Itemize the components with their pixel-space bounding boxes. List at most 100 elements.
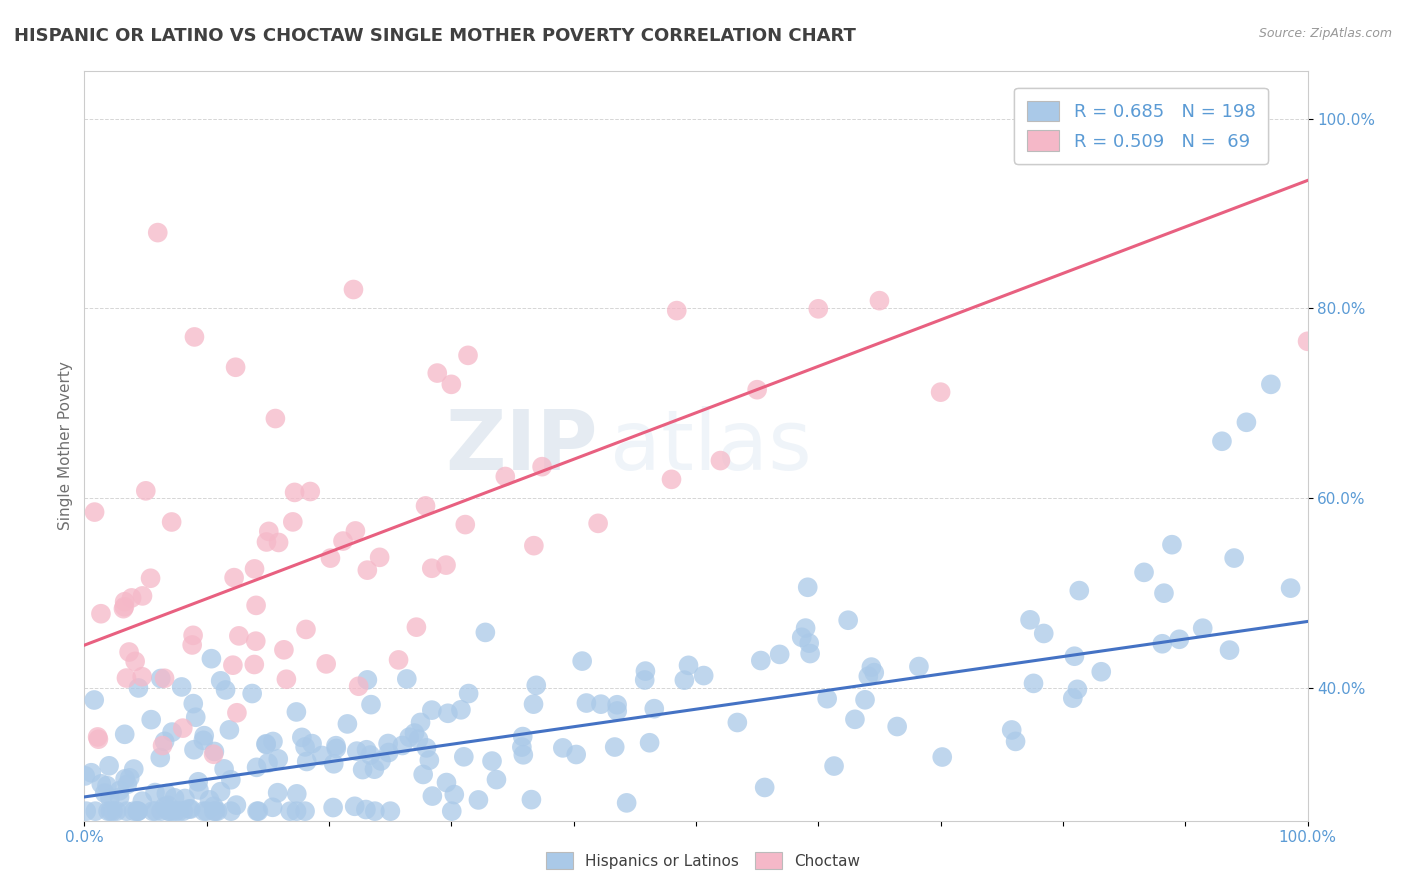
Point (254, 737, 277, 751)
Point (117, 777, 139, 791)
Point (1191, 621, 1213, 635)
Point (510, 740, 533, 755)
Point (1090, 665, 1112, 679)
Point (364, 804, 387, 818)
Point (395, 672, 418, 686)
Point (153, 800, 176, 814)
Point (266, 786, 288, 800)
Point (443, 788, 465, 802)
Point (240, 686, 263, 700)
Point (295, 755, 318, 769)
Point (807, 301, 830, 316)
Point (634, 673, 657, 687)
Point (420, 703, 443, 717)
Point (747, 383, 769, 397)
Point (450, 703, 472, 717)
Point (886, 719, 908, 733)
Point (114, 595, 136, 609)
Point (823, 759, 845, 773)
Point (160, 515, 183, 529)
Point (291, 731, 314, 745)
Point (860, 660, 883, 674)
Point (202, 804, 225, 818)
Point (405, 620, 427, 634)
Point (454, 517, 477, 532)
Point (108, 783, 131, 797)
Point (391, 739, 413, 753)
Point (254, 738, 277, 752)
Point (285, 804, 308, 818)
Point (198, 793, 221, 807)
Point (155, 787, 177, 801)
Point (141, 713, 163, 727)
Point (257, 756, 280, 770)
Legend: R = 0.685   N = 198, R = 0.509   N =  69: R = 0.685 N = 198, R = 0.509 N = 69 (1014, 88, 1268, 164)
Point (262, 734, 284, 748)
Point (368, 550, 391, 565)
Point (863, 665, 886, 680)
Point (301, 737, 323, 751)
Point (661, 472, 683, 486)
Point (1069, 583, 1091, 598)
Point (322, 800, 344, 814)
Point (418, 753, 440, 767)
Point (207, 804, 229, 818)
Point (214, 683, 236, 698)
Point (336, 717, 359, 731)
Point (139, 571, 162, 585)
Point (262, 800, 284, 814)
Point (93, 786, 115, 800)
Point (184, 710, 207, 724)
Point (420, 561, 443, 575)
Point (589, 697, 612, 711)
Point (118, 771, 141, 785)
Point (167, 804, 190, 818)
Point (523, 539, 546, 553)
Point (153, 734, 176, 748)
Point (606, 698, 628, 712)
Point (512, 747, 534, 762)
Point (153, 671, 176, 685)
Point (187, 774, 209, 789)
Text: ZIP: ZIP (446, 406, 598, 486)
Point (75, 769, 97, 783)
Point (377, 746, 399, 760)
Point (1296, 334, 1319, 349)
Point (294, 804, 316, 818)
Point (1052, 118, 1074, 132)
Point (929, 385, 952, 400)
Point (149, 750, 172, 764)
Point (347, 679, 370, 693)
Point (200, 651, 222, 665)
Point (531, 459, 554, 474)
Point (86, 730, 108, 744)
Point (725, 715, 748, 730)
Point (285, 705, 308, 719)
Point (485, 772, 508, 787)
Point (150, 804, 173, 818)
Point (105, 804, 128, 818)
Point (202, 747, 225, 762)
Point (209, 673, 232, 688)
Point (84, 804, 107, 818)
Point (815, 691, 838, 706)
Point (162, 804, 184, 818)
Point (131, 794, 153, 808)
Point (931, 750, 953, 764)
Point (243, 657, 266, 672)
Point (1022, 676, 1045, 690)
Point (322, 756, 344, 771)
Point (1161, 538, 1184, 552)
Point (157, 804, 180, 818)
Point (98, 759, 121, 773)
Point (754, 780, 776, 795)
Point (228, 629, 250, 643)
Point (281, 515, 304, 529)
Point (1152, 637, 1174, 651)
Point (749, 654, 772, 668)
Point (678, 658, 700, 673)
Point (565, 747, 588, 762)
Point (87, 732, 110, 747)
Point (844, 712, 866, 726)
Point (285, 787, 308, 801)
